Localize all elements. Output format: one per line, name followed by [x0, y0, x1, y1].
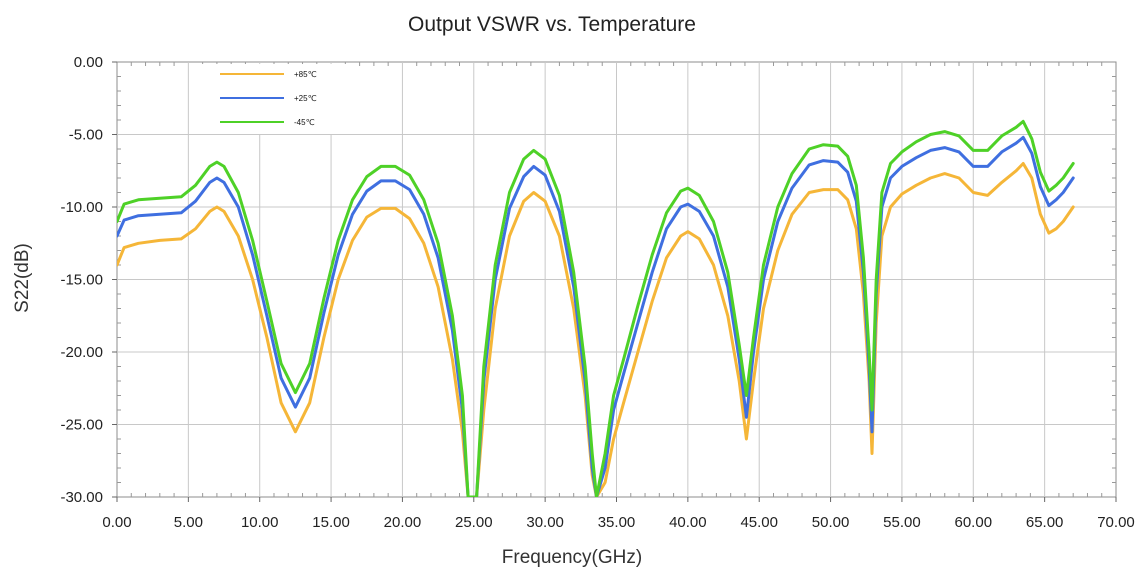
y-tick-label: 0.00 [74, 54, 103, 71]
x-axis-ticks: 0.00 5.00 10.00 15.00 20.00 25.00 30.00 35.00 40… [102, 497, 1135, 531]
series-line-2 [117, 135, 1075, 497]
y-axis-ticks: 0.00 -5.00 -10.00 -15.00 -20.00 -25.00 -30.00 [60, 54, 117, 506]
series-lines [117, 119, 1075, 497]
minor-ticks [117, 62, 1116, 497]
series-line-1 [117, 162, 1075, 497]
y-tick-label: -10.00 [60, 199, 103, 216]
x-tick-label: 60.00 [955, 514, 993, 531]
chart-title: Output VSWR vs. Temperature [408, 13, 696, 36]
series-line-3 [117, 119, 1075, 497]
y-axis-label: S22(dB) [12, 243, 33, 313]
x-tick-label: 30.00 [526, 514, 564, 531]
x-tick-label: 70.00 [1097, 514, 1135, 531]
x-tick-label: 50.00 [812, 514, 850, 531]
x-tick-label: 45.00 [740, 514, 778, 531]
x-tick-label: 35.00 [598, 514, 636, 531]
legend-label: +85℃ [294, 70, 317, 79]
y-tick-label: -20.00 [60, 344, 103, 361]
x-tick-label: 20.00 [384, 514, 422, 531]
x-tick-label: 40.00 [669, 514, 707, 531]
x-tick-label: 10.00 [241, 514, 279, 531]
legend-label: -45℃ [294, 118, 315, 127]
y-tick-label: -15.00 [60, 272, 103, 289]
legend-label: +25℃ [294, 94, 317, 103]
y-tick-label: -25.00 [60, 417, 103, 434]
y-tick-label: -5.00 [69, 127, 103, 144]
legend: +85℃ +25℃ -45℃ [199, 64, 347, 134]
x-tick-label: 0.00 [102, 514, 131, 531]
x-tick-label: 15.00 [312, 514, 350, 531]
x-tick-label: 25.00 [455, 514, 493, 531]
x-tick-label: 5.00 [174, 514, 203, 531]
y-tick-label: -30.00 [60, 489, 103, 506]
x-tick-label: 65.00 [1026, 514, 1064, 531]
x-tick-label: 55.00 [883, 514, 921, 531]
x-axis-label: Frequency(GHz) [502, 547, 642, 568]
